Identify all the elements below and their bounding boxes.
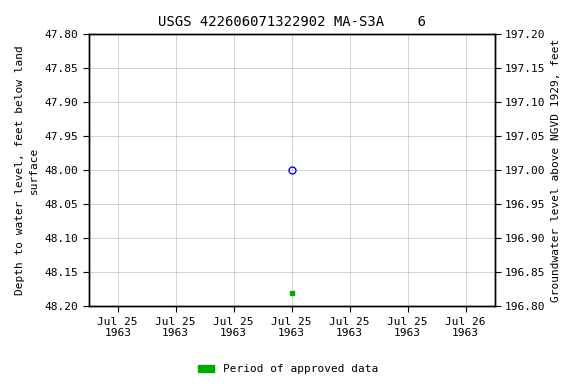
Legend: Period of approved data: Period of approved data — [193, 359, 383, 379]
Title: USGS 422606071322902 MA-S3A    6: USGS 422606071322902 MA-S3A 6 — [158, 15, 426, 29]
Y-axis label: Groundwater level above NGVD 1929, feet: Groundwater level above NGVD 1929, feet — [551, 39, 561, 302]
Y-axis label: Depth to water level, feet below land
surface: Depth to water level, feet below land su… — [15, 45, 39, 295]
